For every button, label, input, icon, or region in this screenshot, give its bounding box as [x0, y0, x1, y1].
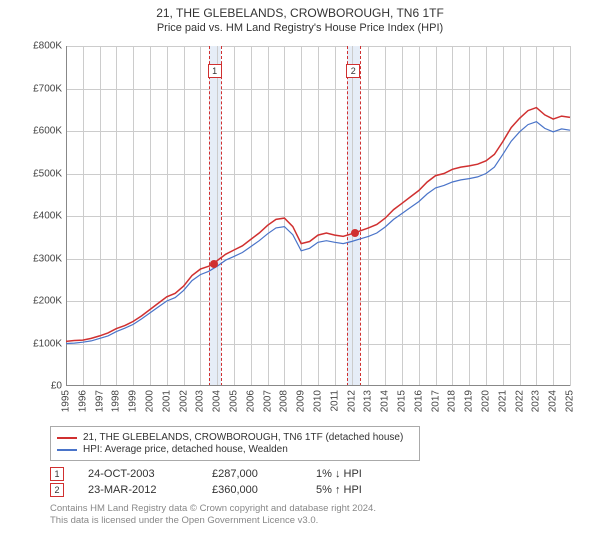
x-axis-label: 2003 [195, 390, 206, 412]
x-axis-label: 2023 [531, 390, 542, 412]
x-axis-label: 2004 [212, 390, 223, 412]
x-axis-label: 2009 [296, 390, 307, 412]
y-axis-label: £300K [20, 253, 66, 264]
legend-row-property: 21, THE GLEBELANDS, CROWBOROUGH, TN6 1TF… [57, 432, 413, 443]
y-axis-label: £200K [20, 296, 66, 307]
transaction-hpi: 1% ↓ HPI [316, 468, 396, 480]
sale-flag: 2 [346, 64, 360, 78]
y-axis-label: £600K [20, 126, 66, 137]
legend-box: 21, THE GLEBELANDS, CROWBOROUGH, TN6 1TF… [50, 426, 420, 461]
x-gridline [570, 46, 571, 386]
transaction-flag: 2 [50, 483, 64, 497]
x-axis-label: 1998 [111, 390, 122, 412]
x-axis-label: 2001 [161, 390, 172, 412]
footer-line1: Contains HM Land Registry data © Crown c… [50, 503, 590, 515]
x-axis-label: 2010 [313, 390, 324, 412]
y-axis-label: £700K [20, 83, 66, 94]
legend-label-hpi: HPI: Average price, detached house, Weal… [83, 444, 288, 455]
y-axis-label: £500K [20, 168, 66, 179]
x-axis-label: 2015 [397, 390, 408, 412]
transaction-flag: 1 [50, 467, 64, 481]
x-axis-label: 1995 [61, 390, 72, 412]
legend-swatch-property [57, 437, 77, 439]
y-axis-label: £100K [20, 338, 66, 349]
x-axis-label: 2014 [380, 390, 391, 412]
sale-marker [351, 229, 359, 237]
x-axis-label: 2020 [481, 390, 492, 412]
transaction-row: 1 24-OCT-2003 £287,000 1% ↓ HPI [50, 467, 590, 481]
y-axis-label: £800K [20, 41, 66, 52]
x-axis-label: 2000 [145, 390, 156, 412]
y-axis-label: £0 [20, 381, 66, 392]
x-axis-label: 2024 [548, 390, 559, 412]
legend-label-property: 21, THE GLEBELANDS, CROWBOROUGH, TN6 1TF… [83, 432, 403, 443]
series-property [66, 108, 570, 342]
chart-container: £0 £100K £200K £300K £400K £500K £600K £700K £80… [20, 40, 580, 420]
x-axis-label: 1997 [94, 390, 105, 412]
chart-lines [66, 46, 570, 386]
sale-marker [210, 260, 218, 268]
transaction-price: £360,000 [212, 484, 292, 496]
x-axis-label: 2022 [514, 390, 525, 412]
legend-swatch-hpi [57, 449, 77, 451]
x-axis-label: 2007 [262, 390, 273, 412]
x-axis-label: 2006 [245, 390, 256, 412]
x-axis-label: 2013 [363, 390, 374, 412]
x-axis-label: 2017 [430, 390, 441, 412]
transactions-table: 1 24-OCT-2003 £287,000 1% ↓ HPI 2 23-MAR-2012… [50, 467, 590, 497]
x-axis-label: 2025 [565, 390, 576, 412]
x-axis-label: 2019 [464, 390, 475, 412]
transaction-date: 23-MAR-2012 [88, 484, 188, 496]
y-axis-label: £400K [20, 211, 66, 222]
transaction-row: 2 23-MAR-2012 £360,000 5% ↑ HPI [50, 483, 590, 497]
x-axis-label: 1999 [128, 390, 139, 412]
x-axis-label: 2016 [413, 390, 424, 412]
sale-flag: 1 [208, 64, 222, 78]
chart-title: 21, THE GLEBELANDS, CROWBOROUGH, TN6 1TF [10, 6, 590, 20]
transaction-date: 24-OCT-2003 [88, 468, 188, 480]
x-axis-label: 2021 [497, 390, 508, 412]
transaction-hpi: 5% ↑ HPI [316, 484, 396, 496]
chart-subtitle: Price paid vs. HM Land Registry's House … [10, 22, 590, 34]
x-axis-label: 2011 [329, 390, 340, 412]
x-axis-label: 2018 [447, 390, 458, 412]
footer-line2: This data is licensed under the Open Gov… [50, 515, 590, 527]
legend-row-hpi: HPI: Average price, detached house, Weal… [57, 444, 413, 455]
x-axis-label: 2005 [229, 390, 240, 412]
footer-attribution: Contains HM Land Registry data © Crown c… [50, 503, 590, 528]
x-axis-label: 1996 [77, 390, 88, 412]
transaction-price: £287,000 [212, 468, 292, 480]
x-axis-label: 2002 [178, 390, 189, 412]
x-axis-label: 2008 [279, 390, 290, 412]
x-axis-label: 2012 [346, 390, 357, 412]
